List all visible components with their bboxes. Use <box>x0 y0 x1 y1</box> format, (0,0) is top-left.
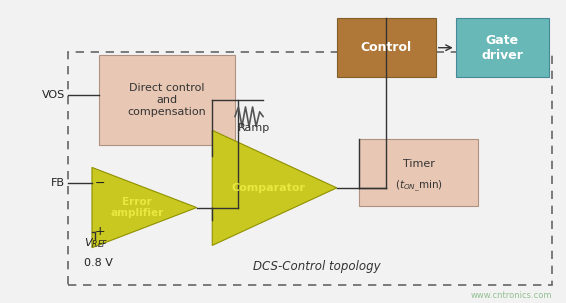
Text: 0.8 V: 0.8 V <box>84 258 113 268</box>
Text: Comparator: Comparator <box>231 183 305 193</box>
Text: Error
amplifier: Error amplifier <box>110 197 164 218</box>
Text: Ramp: Ramp <box>238 123 269 133</box>
Bar <box>359 139 478 206</box>
Bar <box>99 55 235 145</box>
Text: FB: FB <box>51 178 65 188</box>
Polygon shape <box>212 130 337 245</box>
Text: VOS: VOS <box>42 90 65 101</box>
Text: −: − <box>95 177 105 190</box>
Text: Timer: Timer <box>403 158 435 169</box>
Bar <box>456 18 549 77</box>
Bar <box>337 18 436 77</box>
Text: ($t_{ON\_}$min): ($t_{ON\_}$min) <box>395 179 443 194</box>
Text: +: + <box>95 225 105 238</box>
Text: Gate
driver: Gate driver <box>482 34 523 62</box>
Text: $V_{REF}$: $V_{REF}$ <box>84 236 108 250</box>
Text: Direct control
and
compensation: Direct control and compensation <box>127 83 207 117</box>
Text: DCS-Control topology: DCS-Control topology <box>253 260 381 273</box>
Text: Control: Control <box>361 41 412 54</box>
Polygon shape <box>92 167 197 248</box>
Bar <box>68 52 552 285</box>
Text: www.cntronics.com: www.cntronics.com <box>470 291 552 300</box>
